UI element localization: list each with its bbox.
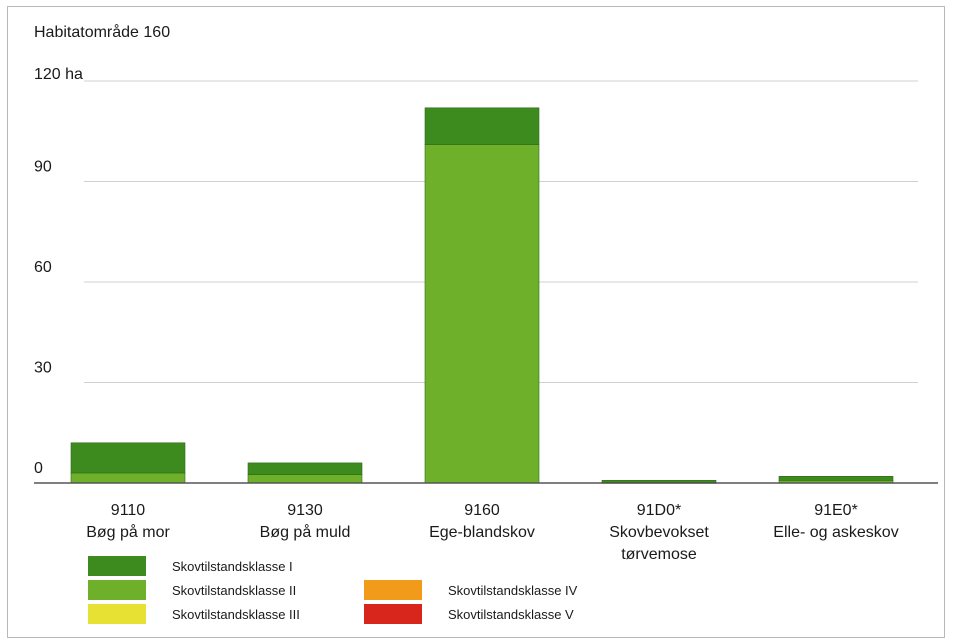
bar-segment	[424, 107, 540, 145]
y-tick-label: 60	[34, 259, 52, 276]
y-unit-label: 120 ha	[34, 66, 83, 83]
y-tick-label: 0	[34, 460, 43, 477]
y-tick-label: 30	[34, 360, 52, 377]
legend-label: Skovtilstandsklasse IV	[448, 583, 578, 598]
bars	[70, 107, 894, 484]
bar-segment	[247, 462, 363, 475]
bar-segment	[424, 144, 540, 484]
legend-swatch	[88, 580, 146, 600]
x-tick-code: 91E0*	[814, 502, 858, 519]
x-tick-name: Bøg på mor	[86, 523, 170, 541]
x-tick-name: Skovbevokset	[609, 524, 709, 541]
legend-swatch	[88, 604, 146, 624]
bar-segment	[70, 442, 186, 474]
bar-segment	[70, 472, 186, 484]
y-tick-label: 90	[34, 159, 52, 176]
x-tick-code: 91D0*	[637, 502, 681, 519]
bar-chart: Habitatområde 160 120 ha 0 30 60 90 9110 Bøg…	[34, 23, 938, 624]
chart-title: Habitatområde 160	[34, 23, 170, 41]
legend-swatch	[364, 604, 422, 624]
x-tick-name: Ege-blandskov	[429, 524, 535, 541]
x-tick-code: 9130	[287, 502, 323, 519]
legend-swatch	[364, 580, 422, 600]
x-tick-labels: 9110 Bøg på mor 9130 Bøg på muld 9160 Ege-bla…	[86, 502, 898, 563]
x-tick-code: 9110	[111, 502, 146, 519]
bar-segment	[247, 474, 363, 484]
bar-segment	[778, 475, 894, 481]
x-tick-name: tørvemose	[621, 546, 697, 563]
y-tick-labels: 0 30 60 90	[34, 159, 52, 478]
legend-swatch	[88, 556, 146, 576]
legend-label: Skovtilstandsklasse I	[172, 559, 293, 574]
chart-frame: Habitatområde 160 120 ha 0 30 60 90 9110 Bøg…	[7, 6, 945, 638]
x-tick-name: Bøg på muld	[260, 523, 351, 541]
legend: Skovtilstandsklasse I Skovtilstandsklasse…	[88, 556, 578, 624]
legend-label: Skovtilstandsklasse II	[172, 583, 296, 598]
bar-segment	[601, 480, 717, 483]
legend-label: Skovtilstandsklasse V	[448, 607, 574, 622]
x-tick-name: Elle- og askeskov	[773, 524, 898, 541]
x-tick-code: 9160	[464, 502, 500, 519]
legend-label: Skovtilstandsklasse III	[172, 607, 300, 622]
